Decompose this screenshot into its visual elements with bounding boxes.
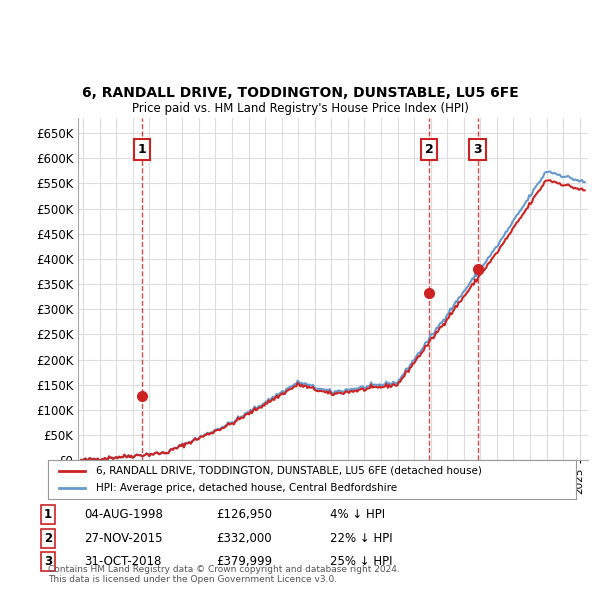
Text: 22% ↓ HPI: 22% ↓ HPI — [330, 532, 392, 545]
Text: 3: 3 — [473, 143, 482, 156]
Text: 04-AUG-1998: 04-AUG-1998 — [84, 508, 163, 521]
Text: 6, RANDALL DRIVE, TODDINGTON, DUNSTABLE, LU5 6FE: 6, RANDALL DRIVE, TODDINGTON, DUNSTABLE,… — [82, 86, 518, 100]
Text: 6, RANDALL DRIVE, TODDINGTON, DUNSTABLE, LU5 6FE (detached house): 6, RANDALL DRIVE, TODDINGTON, DUNSTABLE,… — [95, 466, 481, 476]
Text: 2: 2 — [44, 532, 52, 545]
Text: £379,999: £379,999 — [216, 555, 272, 568]
Text: Contains HM Land Registry data © Crown copyright and database right 2024.
This d: Contains HM Land Registry data © Crown c… — [48, 565, 400, 584]
Text: 2: 2 — [425, 143, 433, 156]
Text: 27-NOV-2015: 27-NOV-2015 — [84, 532, 163, 545]
Text: 3: 3 — [44, 555, 52, 568]
Text: HPI: Average price, detached house, Central Bedfordshire: HPI: Average price, detached house, Cent… — [95, 483, 397, 493]
Text: 1: 1 — [138, 143, 146, 156]
Text: Price paid vs. HM Land Registry's House Price Index (HPI): Price paid vs. HM Land Registry's House … — [131, 102, 469, 115]
Text: 1: 1 — [44, 508, 52, 521]
Text: 31-OCT-2018: 31-OCT-2018 — [84, 555, 161, 568]
Text: 4% ↓ HPI: 4% ↓ HPI — [330, 508, 385, 521]
Text: £332,000: £332,000 — [216, 532, 272, 545]
Text: £126,950: £126,950 — [216, 508, 272, 521]
Text: 25% ↓ HPI: 25% ↓ HPI — [330, 555, 392, 568]
